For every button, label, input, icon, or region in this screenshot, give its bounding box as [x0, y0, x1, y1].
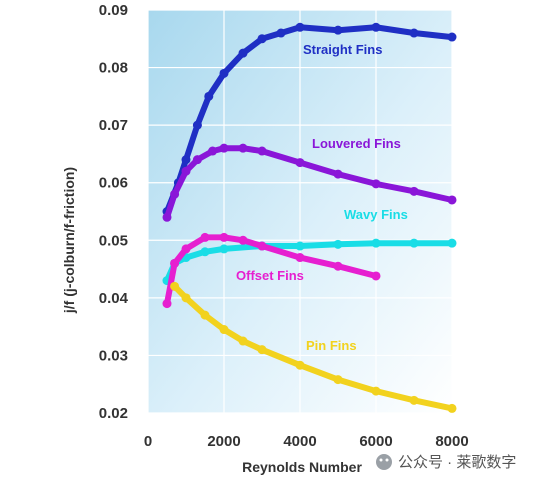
watermark-text: 公众号 · 莱歌数字	[398, 454, 516, 471]
data-point-offset-fins	[170, 258, 180, 268]
data-point-pin-fins	[447, 403, 457, 413]
data-point-louvered-fins	[295, 158, 305, 168]
data-point-wavy-fins	[200, 247, 210, 257]
data-point-straight-fins	[257, 34, 267, 44]
series-labels: Straight Fins Louvered Fins Wavy Fins Offse…	[236, 42, 408, 353]
wechat-icon-eye-left	[379, 458, 383, 462]
data-point-louvered-fins	[257, 146, 267, 156]
data-point-louvered-fins	[219, 143, 229, 153]
data-point-pin-fins	[181, 293, 191, 303]
y-tick-label: 0.06	[99, 175, 128, 192]
data-point-pin-fins	[409, 395, 419, 405]
data-point-wavy-fins	[447, 238, 457, 248]
data-point-straight-fins	[192, 120, 202, 130]
data-point-louvered-fins	[162, 212, 172, 222]
y-tick-label: 0.04	[99, 290, 129, 307]
x-tick-label: 4000	[283, 433, 316, 450]
data-point-louvered-fins	[447, 195, 457, 205]
data-point-offset-fins	[162, 299, 172, 309]
data-point-offset-fins	[238, 235, 248, 245]
y-axis-title: j/f (j-colburn/f-friction)	[61, 167, 77, 314]
data-point-louvered-fins	[208, 146, 218, 156]
x-axis-ticks: 0 2000 4000 6000 8000	[144, 433, 469, 450]
wechat-icon	[376, 454, 392, 470]
data-point-offset-fins	[295, 253, 305, 263]
data-point-offset-fins	[257, 241, 267, 251]
data-point-louvered-fins	[333, 169, 343, 179]
data-point-straight-fins	[219, 68, 229, 78]
series-pin-fins	[170, 281, 457, 413]
data-point-offset-fins	[181, 244, 191, 254]
data-point-louvered-fins	[192, 155, 202, 165]
data-point-louvered-fins	[170, 189, 180, 199]
data-point-straight-fins	[181, 155, 191, 165]
data-point-pin-fins	[333, 375, 343, 385]
data-point-pin-fins	[371, 386, 381, 396]
series-label-wavy-fins: Wavy Fins	[344, 207, 408, 222]
series-straight-fins	[162, 22, 457, 216]
series-label-straight-fins: Straight Fins	[303, 42, 382, 57]
y-axis-ticks: 0.02 0.03 0.04 0.05 0.06 0.07 0.08 0.09	[99, 2, 129, 422]
data-point-pin-fins	[170, 281, 180, 291]
data-point-offset-fins	[333, 261, 343, 271]
data-point-louvered-fins	[409, 186, 419, 196]
data-point-pin-fins	[219, 325, 229, 335]
series-line-offset-fins	[164, 234, 379, 307]
data-point-straight-fins	[447, 32, 457, 42]
data-point-straight-fins	[204, 91, 214, 101]
watermark: 公众号 · 莱歌数字	[376, 454, 516, 471]
x-tick-label: 8000	[435, 433, 468, 450]
data-point-offset-fins	[219, 232, 229, 242]
data-point-straight-fins	[371, 22, 381, 32]
data-point-straight-fins	[295, 22, 305, 32]
x-tick-label: 2000	[207, 433, 240, 450]
data-point-straight-fins	[238, 48, 248, 58]
series-line-straight-fins	[164, 24, 455, 215]
series-label-offset-fins: Offset Fins	[236, 268, 304, 283]
y-tick-label: 0.09	[99, 2, 128, 19]
x-tick-label: 6000	[359, 433, 392, 450]
series-label-pin-fins: Pin Fins	[306, 338, 357, 353]
data-point-straight-fins	[276, 28, 286, 38]
data-point-straight-fins	[409, 28, 419, 38]
data-point-straight-fins	[333, 25, 343, 35]
y-tick-label: 0.05	[99, 232, 128, 249]
data-point-louvered-fins	[371, 179, 381, 189]
series-layer	[162, 22, 457, 413]
data-point-wavy-fins	[409, 238, 419, 248]
data-point-wavy-fins	[219, 244, 229, 254]
data-point-pin-fins	[238, 336, 248, 346]
x-tick-label: 0	[144, 433, 152, 450]
data-point-pin-fins	[295, 360, 305, 370]
data-point-pin-fins	[200, 310, 210, 320]
x-axis-title: Reynolds Number	[242, 459, 362, 475]
wechat-icon-eye-right	[385, 458, 389, 462]
y-tick-label: 0.08	[99, 60, 128, 77]
y-tick-label: 0.03	[99, 347, 128, 364]
y-tick-label: 0.02	[99, 405, 128, 422]
data-point-wavy-fins	[295, 241, 305, 251]
data-point-wavy-fins	[371, 238, 381, 248]
data-point-pin-fins	[257, 345, 267, 355]
data-point-wavy-fins	[333, 239, 343, 249]
data-point-louvered-fins	[238, 143, 248, 153]
y-tick-label: 0.07	[99, 117, 128, 134]
series-offset-fins	[162, 232, 381, 309]
series-label-louvered-fins: Louvered Fins	[312, 136, 401, 151]
series-louvered-fins	[162, 143, 457, 222]
data-point-offset-fins	[200, 232, 210, 242]
data-point-louvered-fins	[181, 166, 191, 176]
data-point-offset-fins	[371, 271, 381, 281]
